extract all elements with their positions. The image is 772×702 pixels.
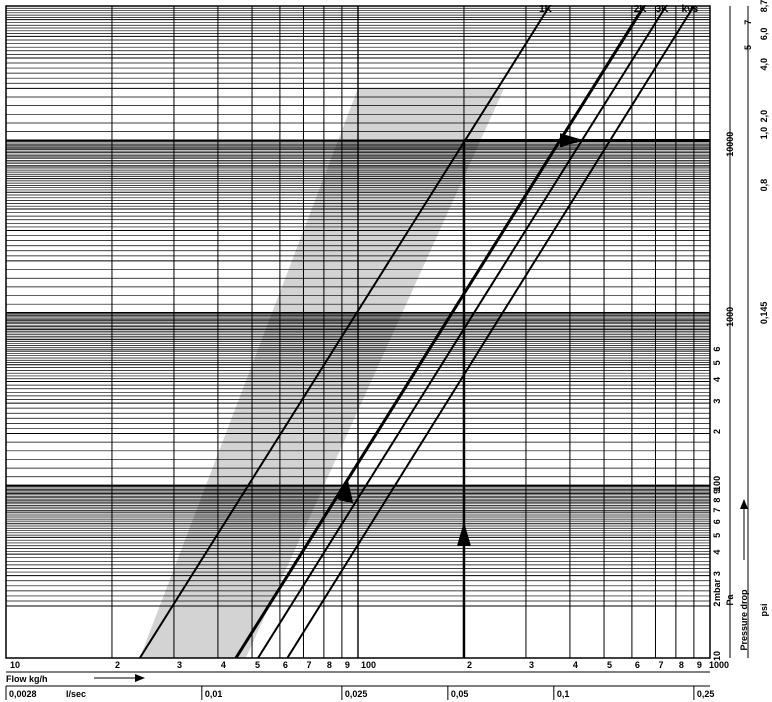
mbar-title: mbar	[712, 579, 722, 602]
flow-tick-label: 10	[10, 660, 20, 670]
series-line-1	[234, 5, 646, 659]
example-arrow-right	[560, 133, 584, 148]
psi-tick-label: 1,0	[759, 127, 769, 140]
flow-tick-label: 6	[283, 660, 288, 670]
flow-tick-label: 2	[115, 660, 120, 670]
series-label-1: 2K	[634, 4, 648, 15]
series-line-0	[138, 5, 551, 659]
flow-tick-label: 3	[529, 660, 534, 670]
example-arrow-up	[456, 522, 471, 546]
mbar-tick-label: 6	[712, 519, 722, 524]
flow-tick-label: 4	[573, 660, 578, 670]
mbar-tick-label: 4	[712, 377, 722, 382]
flow-tick-label: 8	[327, 660, 332, 670]
mbar-tick-label: 10	[712, 651, 722, 661]
flow-tick-label: 7	[306, 660, 311, 670]
flow-tick-label: 8	[679, 660, 684, 670]
lsec-tick-label: 0,25	[697, 689, 715, 699]
psi-mid-tick-label: 7	[743, 20, 753, 25]
psi-tick-label: 0,8	[759, 179, 769, 192]
xaxis-title: Flow kg/h	[6, 674, 48, 684]
mbar-tick-label: 3	[712, 399, 722, 404]
plot-frame	[5, 5, 711, 659]
mbar-tick-label: 6	[712, 347, 722, 352]
lsec-tick-label: 0,0028	[9, 689, 37, 699]
mbar-tick-label: 9	[712, 489, 722, 494]
mbar-tick-label: 7	[712, 508, 722, 513]
flow-tick-label: 3	[177, 660, 182, 670]
lsec-title: l/sec	[66, 689, 86, 699]
flow-tick-label: 5	[607, 660, 612, 670]
lsec-tick-label: 0,05	[451, 689, 469, 699]
series-label-0: 1K	[539, 4, 553, 15]
flow-tick-label: 2	[467, 660, 472, 670]
mbar-tick-label: 4	[712, 550, 722, 555]
flow-tick-label: 9	[697, 660, 702, 670]
psi-tick-label: 6,0	[759, 28, 769, 41]
series-line-2	[257, 5, 667, 659]
series-lines: 1K 2K 3K kvs	[138, 4, 699, 659]
mbar-tick-label: 8	[712, 498, 722, 503]
flow-tick-label: 6	[635, 660, 640, 670]
flow-tick-label: 4	[221, 660, 226, 670]
mbar-tick-label: 2	[712, 429, 722, 434]
psi-mid-tick-label: 5	[743, 45, 753, 50]
lsec-tick-label: 0,01	[205, 689, 223, 699]
mbar-tick-label: 3	[712, 571, 722, 576]
grid	[6, 6, 749, 658]
lsec-tick-label: 0,1	[557, 689, 570, 699]
mbar-tick-label: 5	[712, 533, 722, 538]
psi-tick-label: 8,7	[759, 0, 769, 12]
flow-tick-label: 100	[361, 660, 376, 670]
example-path	[337, 133, 710, 658]
pa-title: Pa	[725, 594, 735, 606]
mbar-tick-label: 100	[712, 476, 722, 491]
series-label-3: kvs	[682, 4, 699, 15]
series-label-2: 3K	[656, 4, 670, 15]
pa-tick-label: 1000	[725, 307, 735, 327]
psi-tick-label: 0,145	[759, 302, 769, 325]
flow-tick-label: 7	[658, 660, 663, 670]
psi-tick-label: 2,0	[759, 110, 769, 123]
psi-tick-label: 4,0	[759, 58, 769, 71]
yaxis-title: Pressure drop	[739, 589, 749, 651]
series-line-3	[286, 5, 695, 659]
pa-tick-label: 10000	[725, 132, 735, 157]
flow-tick-label: 9	[345, 660, 350, 670]
flow-tick-label: 1000	[709, 660, 729, 670]
flow-tick-label: 5	[255, 660, 260, 670]
lsec-tick-label: 0,025	[345, 689, 368, 699]
series-arrow	[337, 477, 354, 504]
psi-title: psi	[759, 603, 769, 616]
mbar-tick-label: 5	[712, 360, 722, 365]
mbar-tick-label: 2	[712, 602, 722, 607]
